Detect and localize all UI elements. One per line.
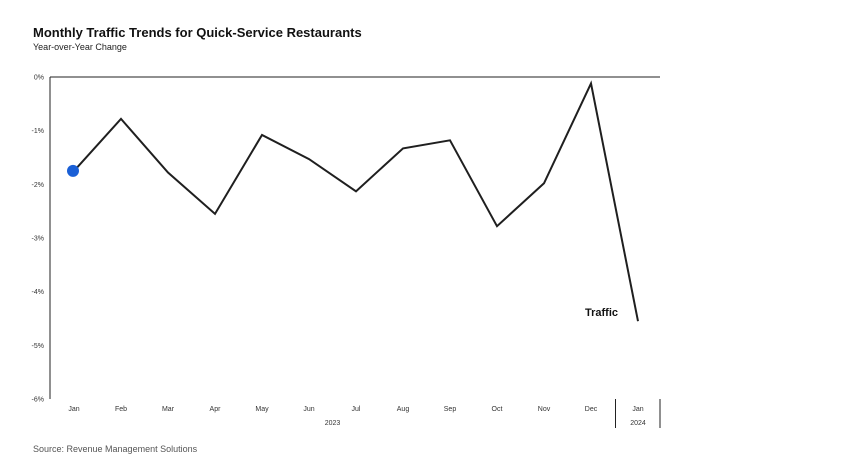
chart-subtitle: Year-over-Year Change (33, 42, 127, 52)
x-tick-label: Jun (303, 406, 314, 413)
y-tick-label: -2% (32, 182, 44, 189)
x-tick-label: Mar (162, 406, 175, 413)
traffic-series-line (73, 80, 639, 322)
year-label: 2023 (325, 420, 341, 427)
series-name-label: Traffic (585, 307, 618, 319)
y-tick-label: -6% (32, 397, 44, 404)
y-tick-label: -4% (32, 289, 44, 296)
x-tick-label: Jan (68, 406, 79, 413)
x-tick-label: May (255, 406, 269, 413)
x-tick-label: Jul (352, 406, 361, 413)
chart-title: Monthly Traffic Trends for Quick-Service… (33, 25, 362, 40)
chart-axes (49, 76, 660, 399)
y-tick-label: -1% (32, 128, 44, 135)
x-tick-label: Apr (210, 406, 222, 413)
x-tick-label: Sep (444, 406, 457, 413)
series-layer: Traffic (67, 80, 639, 322)
x-axis-ticks: Jan Feb Mar Apr May Jun Jul Aug Sep Oct Nov Dec Jan (68, 406, 643, 413)
series-start-marker (67, 164, 79, 177)
y-tick-label: -5% (32, 343, 44, 350)
x-tick-label: Oct (492, 406, 503, 413)
chart-source: Source: Revenue Management Solutions (33, 444, 198, 454)
y-tick-label: 0% (34, 75, 44, 82)
year-label: 2024 (630, 420, 646, 427)
y-axis-ticks: 0% -1% -2% -3% -4% -5% -6% (32, 75, 44, 404)
y-tick-label: -3% (32, 236, 44, 243)
x-tick-label: Nov (538, 406, 551, 413)
x-tick-label: Dec (585, 406, 598, 413)
x-tick-label: Jan (632, 406, 643, 413)
x-tick-label: Aug (397, 406, 410, 413)
x-tick-label: Feb (115, 406, 127, 413)
year-labels: 2023 2024 (325, 399, 661, 428)
